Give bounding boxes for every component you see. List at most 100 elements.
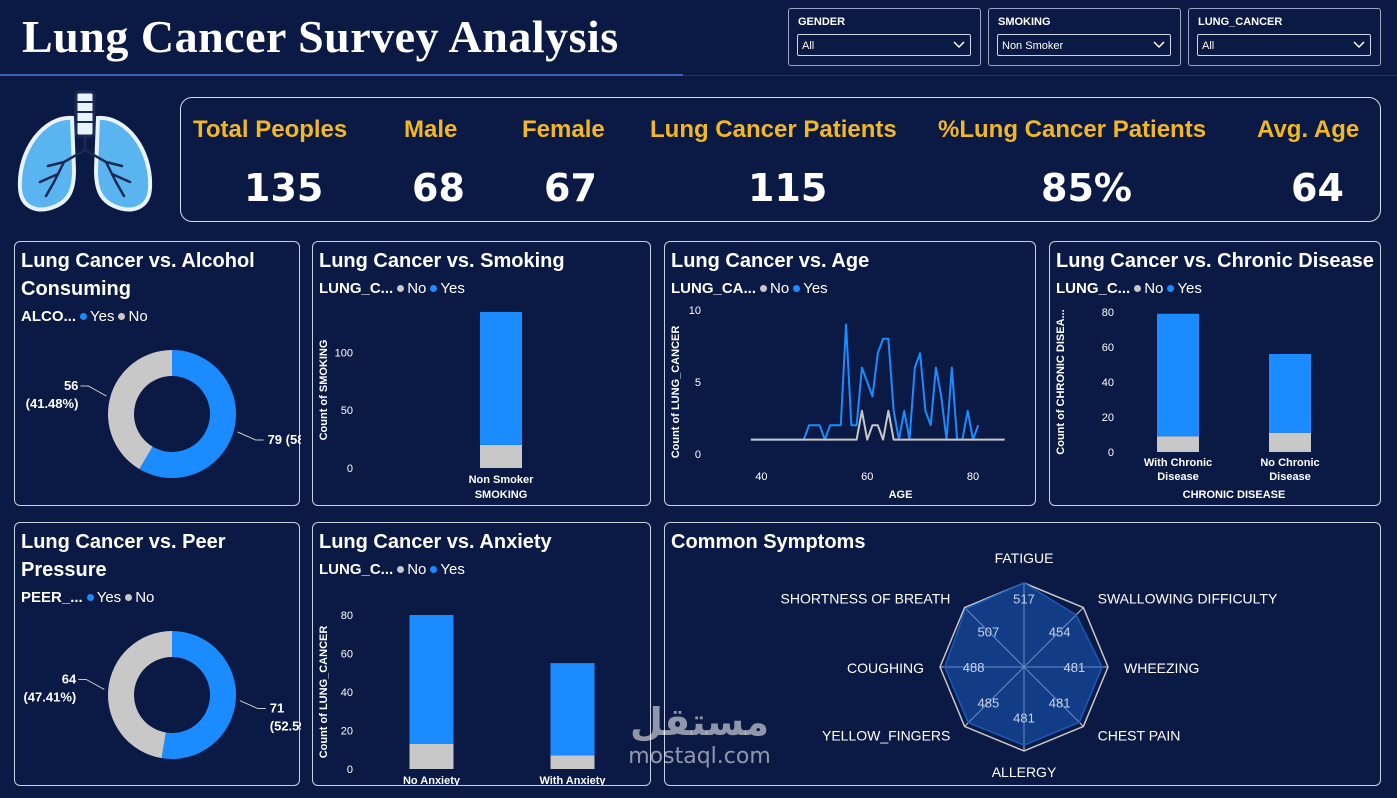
slicer-label: SMOKING [998, 16, 1051, 28]
data-label: 79 (58....) [268, 432, 301, 447]
kpi-value: 68 [412, 166, 465, 210]
legend-item[interactable]: Yes [440, 561, 465, 578]
card-common-symptoms: Common Symptoms FATIGUE 517 SWALLOWING DIF… [664, 522, 1381, 786]
chevron-down-icon [1353, 41, 1365, 49]
slicer-label: GENDER [798, 16, 846, 28]
chevron-down-icon [953, 41, 965, 49]
legend-item[interactable]: Yes [440, 280, 465, 297]
x-tick-label: No Chronic [1260, 457, 1319, 469]
chevron-down-icon [1153, 41, 1165, 49]
line-series-yes [750, 323, 980, 441]
bar-yes [409, 615, 454, 744]
legend-item[interactable]: Yes [90, 308, 115, 325]
watermark: مستقل mostaql.com [612, 700, 787, 786]
y-tick-label: 10 [689, 305, 701, 317]
y-tick-label: 20 [341, 726, 353, 738]
legend-yes-swatch [430, 565, 438, 573]
legend-yes-swatch [80, 312, 87, 320]
kpi-panel: Total Peoples 135 Male 68 Female 67 Lung… [180, 97, 1381, 222]
donut-chart-peer: 71 (52.59%) 64 (47.41%) [23, 631, 301, 759]
legend-no-swatch [397, 284, 405, 292]
radar-value-label: 481 [1013, 710, 1035, 725]
watermark-site: mostaql.com [628, 744, 771, 769]
leader-line [237, 431, 264, 441]
y-tick-label: 0 [347, 463, 353, 475]
legend-no-swatch [760, 284, 768, 292]
legend-yes-swatch [1167, 284, 1175, 292]
y-tick-label: 50 [341, 405, 353, 417]
legend-title: LUNG_C... [1056, 280, 1131, 297]
radar-chart-symptoms: FATIGUE 517 SWALLOWING DIFFICULTY 454 WHEEZI… [781, 550, 1278, 780]
x-tick-label: No Anxiety [403, 775, 461, 785]
legend-item[interactable]: Yes [96, 589, 122, 606]
legend-title: LUNG_C... [319, 561, 394, 578]
radar-axis-label: COUGHING [847, 660, 924, 676]
legend-no-swatch [1134, 284, 1142, 292]
donut-slice-no [108, 350, 172, 470]
legend-item[interactable]: No [407, 280, 427, 297]
card-smoking: Lung Cancer vs. Smoking LUNG_C... No Yes 0… [312, 241, 651, 506]
chart-title: Lung Cancer vs. Anxiety [319, 531, 552, 553]
bar-no [1157, 436, 1199, 452]
y-tick-label: 100 [335, 347, 353, 359]
radar-value-label: 454 [1049, 624, 1071, 639]
legend-title: LUNG_CA... [671, 280, 757, 297]
legend-item[interactable]: Yes [803, 280, 828, 297]
lungs-icon [17, 90, 153, 212]
y-tick-label: 40 [1102, 377, 1114, 389]
y-tick-label: 0 [1108, 447, 1114, 459]
x-tick-label: 80 [967, 471, 979, 483]
legend-item[interactable]: No [135, 589, 155, 606]
lung-cancer-dropdown[interactable]: All [1197, 34, 1371, 56]
bar-no [480, 444, 522, 468]
radar-axis-label: ALLERGY [992, 764, 1057, 780]
kpi-label: Female [522, 116, 605, 143]
legend-item[interactable]: No [1144, 280, 1164, 297]
watermark-brand: مستقل [630, 700, 769, 744]
donut-slice-yes [139, 350, 236, 478]
bar-yes [1157, 313, 1199, 437]
kpi-value: 64 [1291, 166, 1344, 210]
legend-item[interactable]: No [770, 280, 790, 297]
bar-chart-smoking: 0 50 100 Count of SMOKING Non Smoker SMOKING [318, 312, 534, 501]
legend-title: PEER_... [21, 589, 83, 606]
leader-line [78, 678, 105, 690]
radar-axis-label: WHEEZING [1124, 660, 1199, 676]
legend-item[interactable]: No [407, 561, 427, 578]
y-tick-label: 20 [1102, 412, 1114, 424]
bar-chart-chronic: 0 20 40 60 80 Count of CHRONIC DISEA... With C… [1055, 307, 1320, 501]
radar-value-label: 507 [978, 624, 1000, 639]
legend-item[interactable]: No [128, 308, 148, 325]
line-series-no [750, 409, 1005, 441]
x-tick-label: Disease [1269, 471, 1311, 483]
data-label-pct: (47.41%) [23, 689, 76, 704]
legend-no-swatch [125, 593, 133, 601]
y-tick-label: 0 [347, 764, 353, 776]
chart-legend: ALCO... Yes No [21, 308, 148, 325]
chart-title: Lung Cancer vs. Alcohol Consuming [21, 250, 255, 300]
card-chronic-disease: Lung Cancer vs. Chronic Disease LUNG_C..… [1049, 241, 1381, 506]
bar-yes [1269, 354, 1311, 433]
radar-value-label: 517 [1013, 592, 1035, 607]
y-axis-label: Count of CHRONIC DISEA... [1055, 309, 1067, 454]
bar-no [409, 743, 454, 769]
dropdown-value: Non Smoker [1002, 40, 1064, 52]
header-divider [683, 75, 1397, 76]
gender-dropdown[interactable]: All [797, 34, 971, 56]
legend-item[interactable]: Yes [1177, 280, 1202, 297]
kpi-label: Male [404, 116, 458, 143]
slicer-label: LUNG_CANCER [1198, 16, 1283, 28]
x-axis-label: SMOKING [475, 489, 528, 501]
kpi-value: 67 [544, 166, 597, 210]
y-axis-label: Count of LUNG_CANCER [318, 626, 330, 759]
chart-legend: LUNG_C... No Yes [319, 280, 465, 297]
y-tick-label: 0 [695, 449, 701, 461]
radar-value-label: 481 [1064, 660, 1086, 675]
radar-area [943, 582, 1103, 746]
chart-title: Common Symptoms [671, 531, 866, 553]
y-tick-label: 5 [695, 377, 701, 389]
leader-line [239, 700, 266, 710]
smoking-dropdown[interactable]: Non Smoker [997, 34, 1171, 56]
radar-value-label: 488 [963, 660, 985, 675]
chart-legend: LUNG_C... No Yes [1056, 280, 1202, 297]
